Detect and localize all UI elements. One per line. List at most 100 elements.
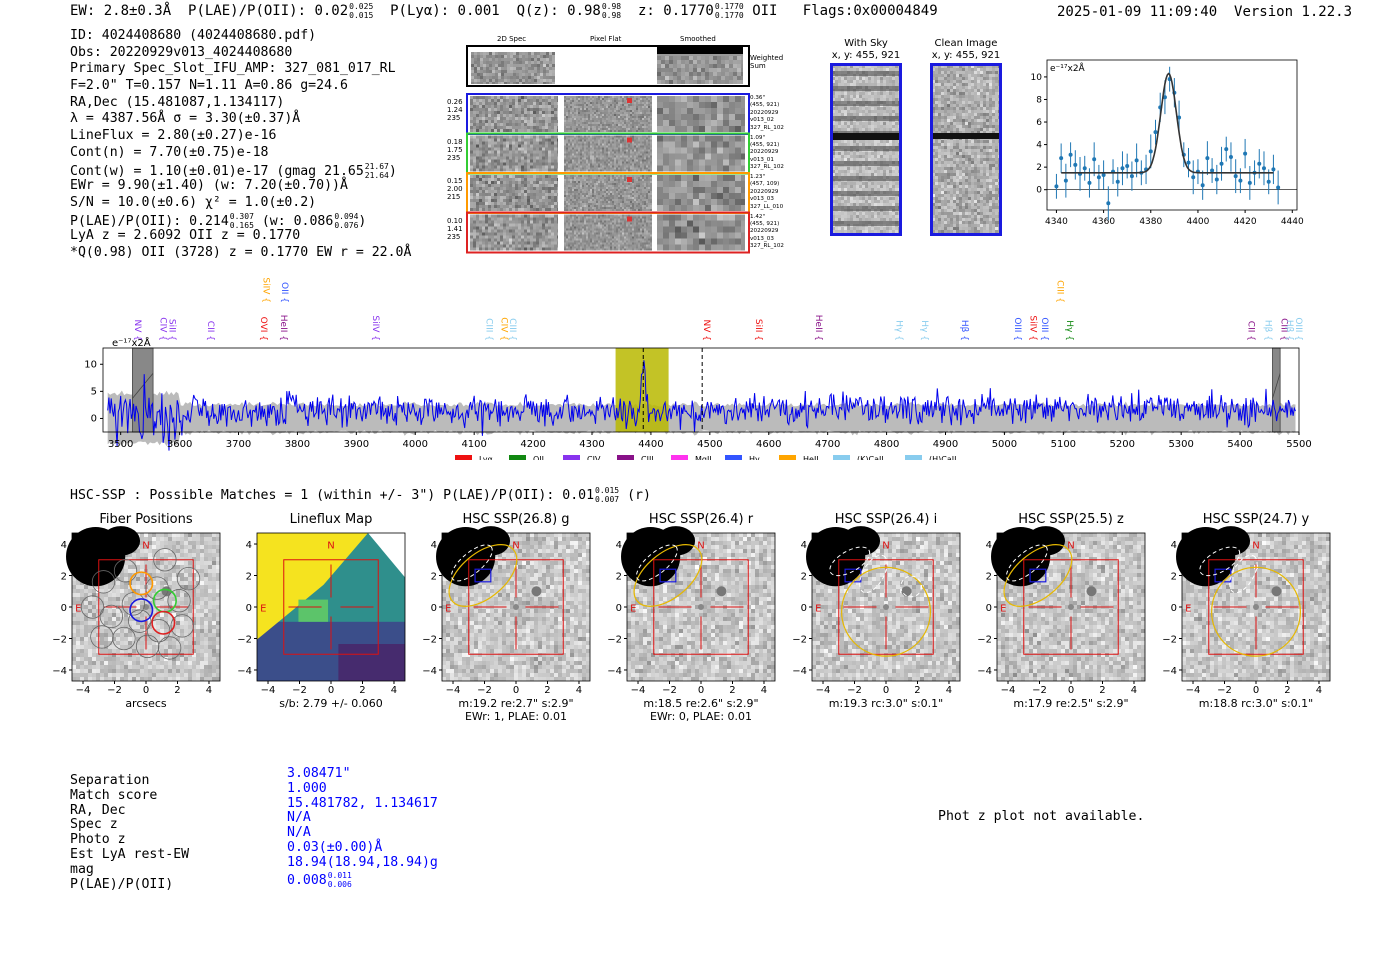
- fiber-circle: [80, 595, 105, 619]
- cutout-row-right-0: 0.36" (455, 921) 20220929 v013_02 327_RL_102: [750, 95, 784, 132]
- detection-info: ID: 4024408680 (4024408680.pdf) Obs: 202…: [70, 28, 411, 262]
- spectrum-xtick-label: 4900: [933, 439, 958, 450]
- panel-ytick-label: 2: [801, 572, 807, 583]
- with-sky-stripe: [832, 191, 900, 196]
- fit-xtick-label: 4360: [1092, 217, 1115, 227]
- with-sky-stripe: [832, 161, 900, 166]
- fiber-circle-highlight: [129, 598, 154, 623]
- with-sky-stripe: [832, 116, 900, 121]
- spectrum-line-label: Hγ {: [894, 320, 904, 341]
- fit-xtick-label: 4420: [1234, 217, 1257, 227]
- spectrum-line-label: Hβ {: [1284, 320, 1294, 341]
- spectrum-line-label: SiII {: [753, 319, 763, 341]
- spectrum-axes-frame: [102, 347, 1300, 433]
- info-plae-row: P(LAE)/P(OII): 0.214 0.307 0.165 (w: 0.086…: [70, 212, 411, 230]
- full-spectrum-chart: 0 5 10 3500 3600 3700 3800 3900 4000 4100 4200 4300…: [84, 277, 1312, 460]
- match-value-ew: 0.03(±0.00)Å: [287, 839, 383, 855]
- spectrum-xtick-label: 3800: [285, 439, 310, 450]
- info-id: ID: 4024408680 (4024408680.pdf): [70, 28, 317, 43]
- weighted-sum-smoothed: [657, 56, 743, 84]
- panel-xtick-label: 4: [390, 685, 398, 696]
- fit-data-point: [1271, 167, 1276, 172]
- hsc-heading-end: (r): [627, 488, 651, 503]
- faint-source: [901, 586, 912, 597]
- fit-ylabel: e⁻¹⁷x2Å: [1050, 62, 1086, 74]
- header-qz-lo: 0.98: [601, 11, 622, 20]
- header-datetime: 2025-01-09 11:09:40: [1057, 4, 1218, 20]
- panel-ytick-label: 2: [986, 572, 992, 583]
- catalog-box: [659, 568, 677, 583]
- cutout-right-value: 327_RL_102: [750, 124, 784, 131]
- cutout-left-value: 235: [447, 114, 461, 122]
- panel-xtick-label: −2: [1032, 685, 1047, 696]
- match-value-radec: 15.481782, 1.134617: [287, 795, 438, 811]
- panel-xtick-label: −2: [292, 685, 307, 696]
- fit-data-point: [1134, 158, 1139, 163]
- with-sky-title-box: With Sky x, y: 455, 921: [826, 38, 906, 62]
- panel-caption-0-0: arcsecs: [125, 697, 167, 710]
- spectrum-mask-hatch: [1272, 373, 1281, 399]
- bright-galaxy-edge: [812, 533, 849, 563]
- info-radec: RA,Dec (15.481087,1.134117): [70, 94, 285, 110]
- cutout-row-frame-3: [466, 211, 750, 254]
- weighted-sum-smoothed-top: [657, 46, 743, 54]
- fit-ytick-label: 8: [1036, 95, 1042, 105]
- fit-data-point: [1125, 164, 1130, 169]
- fit-data-point: [1257, 161, 1262, 166]
- spectrum-line-label: OIII {: [1039, 317, 1049, 341]
- match-value-specz: N/A: [287, 810, 311, 826]
- cutout-pixelflat-0: [564, 96, 652, 132]
- spectrum-line-label: OIII {: [1012, 317, 1022, 341]
- panel-ytick-label: 2: [246, 572, 252, 583]
- fit-data-point: [1247, 180, 1252, 185]
- spectrum-xtick-label: 4500: [697, 439, 722, 450]
- info-gmag-lo: 21.64: [364, 170, 389, 180]
- cutout-flat-marker-2: [627, 177, 632, 182]
- lineflux-empty: [368, 533, 405, 578]
- search-box: [1208, 559, 1304, 655]
- fit-data-point: [1177, 115, 1182, 120]
- info-plae-lo: 0.165: [229, 220, 254, 230]
- search-box: [838, 559, 934, 655]
- bright-galaxy-core: [1211, 526, 1251, 556]
- match-label-photoz: Photo z: [70, 832, 126, 848]
- search-box: [653, 559, 749, 655]
- header-flags: Flags:0x00004849: [802, 3, 938, 19]
- bright-galaxy-core: [841, 526, 881, 556]
- spectrum-line-label: CIII {: [484, 318, 494, 341]
- match-label-specz: Spec z: [70, 817, 118, 833]
- cutout-right-value: v013_03: [750, 235, 774, 242]
- fit-data-point: [1200, 183, 1205, 188]
- hsc-heading-hi: 0.015: [595, 486, 620, 495]
- fit-data-point: [1106, 201, 1111, 206]
- match-value-mag: 18.94(18.94,18.94)g: [287, 854, 438, 870]
- panel-title-1: Lineflux Map: [289, 512, 373, 527]
- info-plae: P(LAE)/P(OII): 0.214: [70, 213, 229, 229]
- info-lineflux: LineFlux = 2.80(±0.27)e-16: [70, 128, 277, 144]
- match-plae-hi: 0.011: [327, 870, 352, 880]
- match-value-plae: 0.008: [287, 872, 327, 888]
- spectrum-line-label: SiIV {: [260, 277, 270, 303]
- legend-swatch: [617, 455, 634, 460]
- fit-data-point: [1219, 161, 1224, 166]
- with-sky-image: [830, 63, 902, 236]
- cutout-flat-marker-1: [627, 137, 632, 143]
- panel-ytick-label: 4: [616, 540, 622, 551]
- info-plae-w: (w: 0.086: [261, 213, 334, 229]
- aperture-ellipse-dashed: [1199, 546, 1241, 577]
- cutout-2dspec-3: [470, 214, 558, 251]
- cutout-pixelflat-1: [564, 135, 652, 172]
- cutout-left-value: 1.41: [447, 224, 463, 233]
- with-sky-frame: [830, 63, 902, 236]
- panel-ytick-label: 2: [1171, 572, 1177, 583]
- cutout-right-value: (457, 109): [750, 181, 780, 188]
- fit-data-point: [1214, 177, 1219, 182]
- fiber-circle: [128, 609, 152, 633]
- legend-swatch: [725, 455, 742, 460]
- legend-label: MgII: [695, 455, 712, 460]
- info-cont-n: Cont(n) = 7.70(±0.75)e-18: [70, 144, 269, 160]
- panel-ytick-label: −4: [607, 666, 622, 677]
- cutout-right-value: 20220929: [750, 228, 779, 235]
- header-qz: Q(z): 0.98: [516, 3, 601, 19]
- legend-swatch: [509, 455, 526, 460]
